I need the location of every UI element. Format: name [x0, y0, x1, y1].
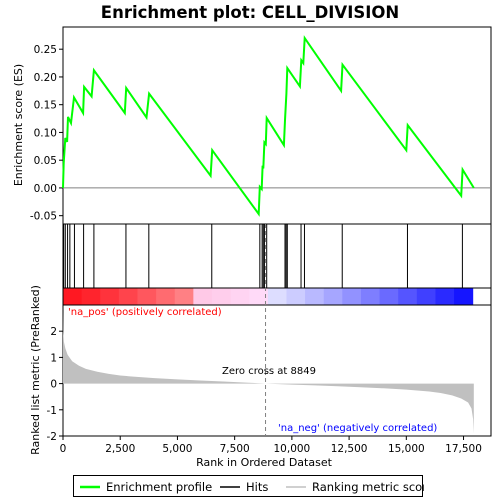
legend-label-enrichment: Enrichment profile	[106, 480, 212, 494]
ranking-color-bar	[63, 288, 474, 305]
es-panel-frame	[62, 26, 492, 225]
metric-panel-frame	[62, 304, 492, 437]
color-bar-segment	[156, 288, 176, 305]
positive-correlation-label: 'na_pos' (positively correlated)	[68, 307, 222, 318]
es-tick-label: -0.05	[30, 211, 57, 223]
color-bar-segment	[379, 288, 399, 305]
metric-tick-label: 2	[50, 326, 57, 338]
chart-title: Enrichment plot: CELL_DIVISION	[101, 3, 399, 22]
color-bar-segment	[211, 288, 232, 305]
metric-tick-label: 0	[50, 379, 57, 391]
legend-label-hits: Hits	[246, 480, 268, 494]
legend-label-metric: Ranking metric scores	[312, 480, 424, 494]
es-tick-label: 0.00	[34, 183, 57, 195]
metric-tick-label: -2	[47, 431, 57, 443]
color-bar-segment	[81, 288, 101, 305]
metric-tick-label: -1	[47, 405, 57, 417]
color-bar-segment	[137, 288, 157, 305]
color-bar-segment	[305, 288, 325, 305]
enrichment-profile-line	[62, 35, 475, 217]
x-tick-label: 12,500	[331, 443, 368, 455]
color-bar-segment	[286, 288, 306, 305]
negative-correlation-label: 'na_neg' (negatively correlated)	[278, 423, 437, 434]
es-tick-label: 0.15	[34, 100, 57, 112]
es-tick-label: 0.25	[34, 44, 57, 56]
x-axis-label: Rank in Ordered Dataset	[196, 456, 333, 469]
color-bar-segment	[193, 288, 213, 305]
hits-panel-frame	[62, 223, 492, 289]
x-tick-label: 0	[60, 443, 67, 455]
color-bar-segment	[249, 288, 269, 305]
x-tick-label: 15,000	[388, 443, 425, 455]
x-tick-label: 7,500	[220, 443, 250, 455]
es-tick-label: 0.10	[34, 127, 57, 139]
x-tick-label: 5,000	[162, 443, 192, 455]
color-bar-segment	[435, 288, 455, 305]
color-bar-segment	[342, 288, 362, 305]
metric-axis: -2 -1 0 1 2	[47, 326, 63, 443]
color-bar-segment	[398, 288, 418, 305]
color-bar-segment	[174, 288, 194, 305]
color-bar-segment	[63, 288, 83, 305]
color-bar-segment	[416, 288, 436, 305]
color-bar-segment	[323, 288, 343, 305]
color-bar-segment	[360, 288, 381, 305]
color-bar-segment	[267, 288, 287, 305]
es-axis: -0.05 0.00 0.05 0.10 0.15 0.20 0.25	[30, 44, 63, 223]
hits-marks	[63, 224, 463, 288]
metric-tick-label: 1	[50, 352, 57, 364]
x-tick-label: 17,500	[445, 443, 482, 455]
color-bar-segment	[100, 288, 120, 305]
x-axis: 0 2,500 5,000 7,500 10,000 12,500 15,000 17,500	[60, 436, 482, 455]
x-tick-label: 10,000	[274, 443, 311, 455]
color-bar-segment	[230, 288, 250, 305]
metric-axis-label: Ranked list metric (PreRanked)	[29, 285, 42, 455]
es-tick-label: 0.20	[34, 72, 57, 84]
es-axis-label: Enrichment score (ES)	[12, 64, 25, 186]
color-bar-segment	[118, 288, 138, 305]
es-tick-label: 0.05	[34, 155, 57, 167]
legend: Enrichment profile Hits Ranking metric s…	[73, 475, 424, 497]
color-bar-segment	[454, 288, 474, 305]
zero-cross-label: Zero cross at 8849	[222, 366, 316, 377]
legend-graphic: Enrichment profile Hits Ranking metric s…	[80, 480, 424, 494]
x-tick-label: 2,500	[105, 443, 135, 455]
